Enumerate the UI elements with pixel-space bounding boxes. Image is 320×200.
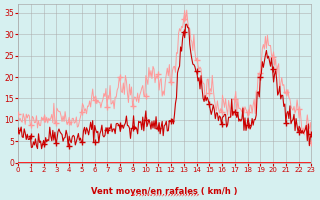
- X-axis label: Vent moyen/en rafales ( km/h ): Vent moyen/en rafales ( km/h ): [92, 187, 238, 196]
- Text: ↙↙↙↗↗↙↙↙↗↗↗↗↗↗↗↗↗↗↗↗↗↗↗↗: ↙↙↙↗↗↙↙↙↗↗↗↗↗↗↗↗↗↗↗↗↗↗↗↗: [130, 191, 199, 196]
